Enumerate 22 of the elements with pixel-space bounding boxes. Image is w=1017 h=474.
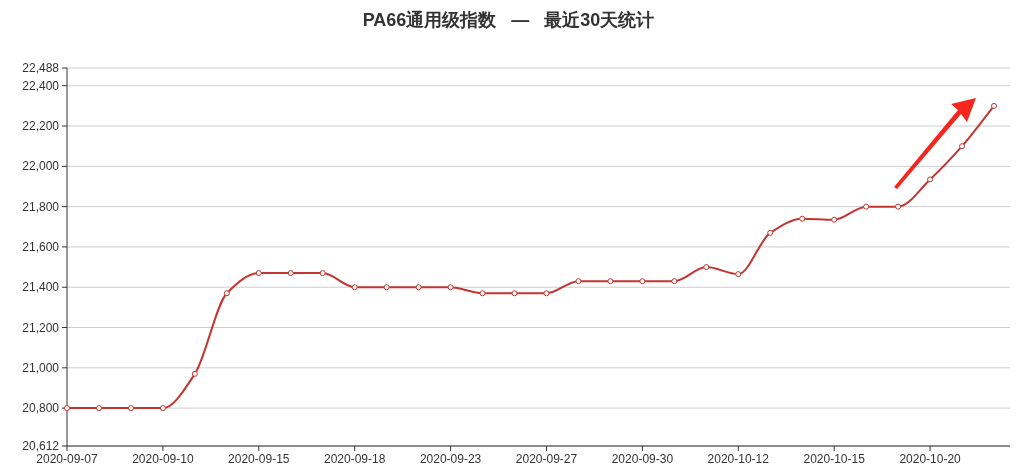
x-tick-label: 2020-09-10	[132, 452, 194, 466]
y-tick-label: 21,600	[22, 239, 60, 254]
x-tick-label: 2020-09-18	[324, 452, 386, 466]
y-tick-label: 22,400	[22, 78, 60, 93]
chart-title: PA66通用级指数 — 最近30天统计	[362, 10, 655, 30]
x-tick-label: 2020-09-15	[228, 452, 290, 466]
x-tick-label: 2020-10-15	[803, 452, 866, 466]
y-tick-label: 21,200	[22, 320, 60, 335]
y-tick-label: 22,000	[22, 159, 60, 174]
x-tick-label: 2020-09-30	[611, 452, 674, 466]
y-tick-label: 21,800	[22, 199, 60, 214]
y-tick-label: 21,400	[22, 280, 60, 295]
x-tick-label: 2020-09-27	[515, 452, 578, 466]
y-tick-label: 21,000	[22, 360, 60, 375]
x-tick-label: 2020-09-23	[419, 452, 482, 466]
x-tick-label: 2020-10-20	[899, 452, 962, 466]
x-tick-label: 2020-10-12	[707, 452, 770, 466]
x-tick-label: 2020-09-07	[36, 452, 99, 466]
y-tick-label: 20,800	[22, 401, 60, 416]
y-tick-label: 22,200	[22, 119, 60, 134]
y-tick-label: 20,612	[22, 439, 60, 453]
y-tick-label: 22,488	[22, 61, 60, 75]
